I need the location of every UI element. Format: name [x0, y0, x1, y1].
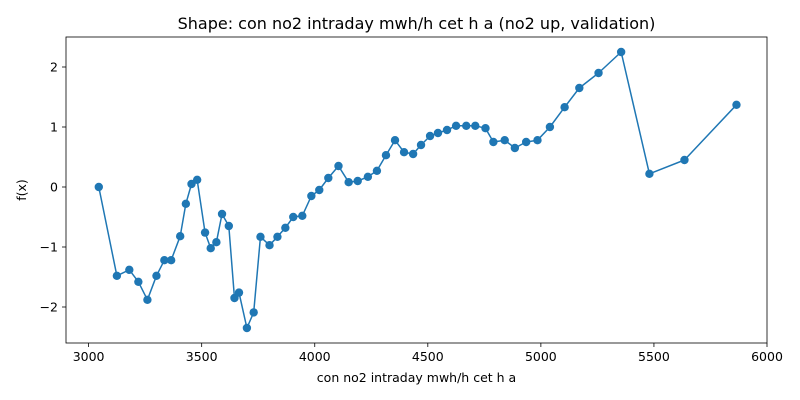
data-point	[500, 136, 509, 145]
data-point	[433, 128, 443, 138]
x-axis-label: con no2 intraday mwh/h cet h a	[317, 370, 516, 385]
data-point	[324, 173, 333, 183]
data-point	[206, 244, 215, 253]
data-point	[489, 137, 498, 147]
data-point	[533, 136, 542, 145]
data-point	[680, 155, 689, 165]
data-point	[372, 166, 382, 175]
data-point	[510, 143, 520, 153]
y-axis: −2 −1 0 1 2	[40, 60, 66, 315]
series-layer	[94, 47, 741, 333]
y-tick-label: 0	[50, 180, 58, 195]
series-line	[98, 51, 738, 329]
data-point	[192, 175, 202, 184]
data-point	[166, 256, 176, 265]
chart-title: Shape: con no2 intraday mwh/h cet h a (n…	[178, 14, 656, 33]
data-point	[481, 124, 490, 133]
data-point	[315, 185, 324, 195]
data-point	[125, 265, 134, 274]
data-point	[616, 47, 626, 57]
data-point	[575, 83, 584, 93]
data-point	[416, 140, 426, 150]
data-point	[217, 209, 227, 219]
data-point	[451, 121, 461, 130]
data-point	[242, 323, 252, 333]
data-point	[152, 271, 161, 280]
data-point	[560, 103, 569, 112]
data-point	[442, 125, 452, 135]
data-point	[390, 136, 400, 145]
data-point	[281, 223, 290, 232]
data-point	[224, 221, 234, 231]
data-point	[399, 148, 409, 157]
data-point	[732, 100, 741, 110]
data-point	[381, 151, 391, 160]
data-point	[212, 238, 221, 247]
data-point	[408, 149, 418, 159]
x-tick-label: 3000	[73, 349, 105, 364]
data-point	[425, 131, 435, 141]
data-point	[298, 211, 307, 220]
data-point	[353, 176, 362, 186]
data-point	[521, 137, 531, 147]
y-tick-label: 2	[50, 60, 58, 75]
data-point	[462, 121, 471, 130]
data-point	[249, 308, 258, 317]
x-tick-label: 5000	[525, 349, 557, 364]
y-tick-label: −1	[40, 240, 58, 255]
data-point	[234, 288, 244, 297]
data-point	[160, 256, 169, 265]
data-point	[112, 271, 122, 280]
data-point	[200, 228, 210, 237]
data-point	[545, 122, 555, 132]
data-point	[289, 212, 298, 222]
data-point	[143, 295, 152, 304]
plot-frame	[65, 36, 768, 344]
y-tick-label: −2	[40, 300, 58, 315]
x-tick-label: 5500	[638, 349, 670, 364]
data-point	[175, 232, 185, 241]
data-point	[265, 241, 274, 250]
y-axis-label: f(x)	[14, 179, 29, 201]
x-tick-label: 3500	[186, 349, 218, 364]
data-point	[363, 172, 373, 181]
data-point	[273, 232, 282, 241]
data-point	[307, 191, 316, 201]
data-point	[181, 199, 191, 208]
data-point	[134, 277, 143, 286]
y-tick-label: 1	[50, 120, 58, 135]
x-axis: 3000 3500 4000 4500 5000 5500 6000	[73, 343, 783, 364]
x-tick-label: 4000	[299, 349, 331, 364]
x-tick-label: 6000	[751, 349, 783, 364]
x-tick-label: 4500	[412, 349, 444, 364]
data-point	[94, 182, 103, 192]
data-point	[594, 68, 603, 78]
data-point	[334, 161, 343, 171]
data-point	[645, 169, 654, 178]
data-point	[256, 232, 265, 241]
data-point	[471, 121, 480, 130]
data-point	[344, 178, 353, 187]
